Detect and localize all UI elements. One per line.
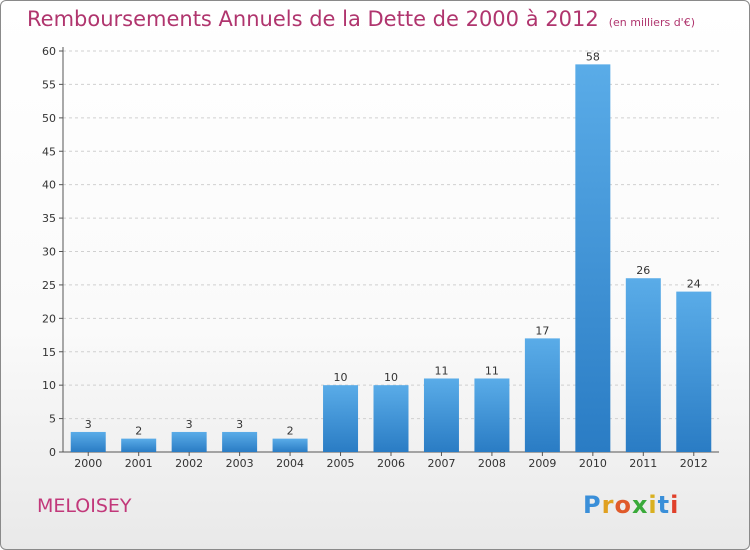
x-tick-label: 2000 xyxy=(74,457,102,470)
city-name: MELOISEY xyxy=(37,495,132,517)
bar-value-label: 3 xyxy=(186,418,193,431)
bar-value-label: 58 xyxy=(586,50,600,63)
bar xyxy=(373,385,409,452)
y-tick-label: 20 xyxy=(42,312,56,325)
bar xyxy=(524,338,560,452)
y-tick-label: 55 xyxy=(42,78,56,91)
x-tick-label: 2005 xyxy=(327,457,355,470)
x-tick-label: 2009 xyxy=(528,457,556,470)
x-tick-label: 2008 xyxy=(478,457,506,470)
bar-value-label: 26 xyxy=(636,264,650,277)
y-tick-label: 60 xyxy=(42,45,56,58)
y-tick-label: 50 xyxy=(42,112,56,125)
bar xyxy=(171,431,207,452)
x-tick-label: 2007 xyxy=(427,457,455,470)
bar xyxy=(575,64,611,452)
bar xyxy=(676,291,712,452)
chart-title-text: Remboursements Annuels de la Dette de 20… xyxy=(27,7,599,31)
y-tick-label: 5 xyxy=(49,413,56,426)
bar-value-label: 2 xyxy=(287,425,294,438)
bar xyxy=(222,431,258,452)
bar-value-label: 24 xyxy=(687,278,701,291)
x-tick-label: 2012 xyxy=(680,457,708,470)
bar-value-label: 10 xyxy=(334,371,348,384)
bar xyxy=(272,438,308,452)
bar xyxy=(625,278,661,452)
x-tick-label: 2010 xyxy=(579,457,607,470)
y-tick-label: 15 xyxy=(42,346,56,359)
x-tick-label: 2004 xyxy=(276,457,304,470)
chart-title: Remboursements Annuels de la Dette de 20… xyxy=(27,7,695,31)
bar-value-label: 3 xyxy=(236,418,243,431)
y-tick-label: 30 xyxy=(42,246,56,259)
y-tick-label: 0 xyxy=(49,446,56,459)
y-tick-label: 10 xyxy=(42,379,56,392)
y-tick-label: 40 xyxy=(42,179,56,192)
x-tick-label: 2002 xyxy=(175,457,203,470)
bar-value-label: 3 xyxy=(85,418,92,431)
x-tick-label: 2003 xyxy=(226,457,254,470)
bar xyxy=(423,378,459,452)
x-tick-label: 2001 xyxy=(125,457,153,470)
bar xyxy=(474,378,510,452)
y-tick-label: 35 xyxy=(42,212,56,225)
bar-value-label: 11 xyxy=(485,364,499,377)
x-tick-label: 2011 xyxy=(629,457,657,470)
y-tick-label: 25 xyxy=(42,279,56,292)
bar-value-label: 11 xyxy=(434,364,448,377)
bar-value-label: 2 xyxy=(135,425,142,438)
bar xyxy=(121,438,157,452)
bar-value-label: 10 xyxy=(384,371,398,384)
bar xyxy=(323,385,359,452)
x-tick-label: 2006 xyxy=(377,457,405,470)
bar-value-label: 17 xyxy=(535,324,549,337)
bar xyxy=(70,431,106,452)
chart-subtitle: (en milliers d'€) xyxy=(608,16,695,29)
y-tick-label: 45 xyxy=(42,145,56,158)
proxiti-logo: Proxiti xyxy=(583,491,680,519)
